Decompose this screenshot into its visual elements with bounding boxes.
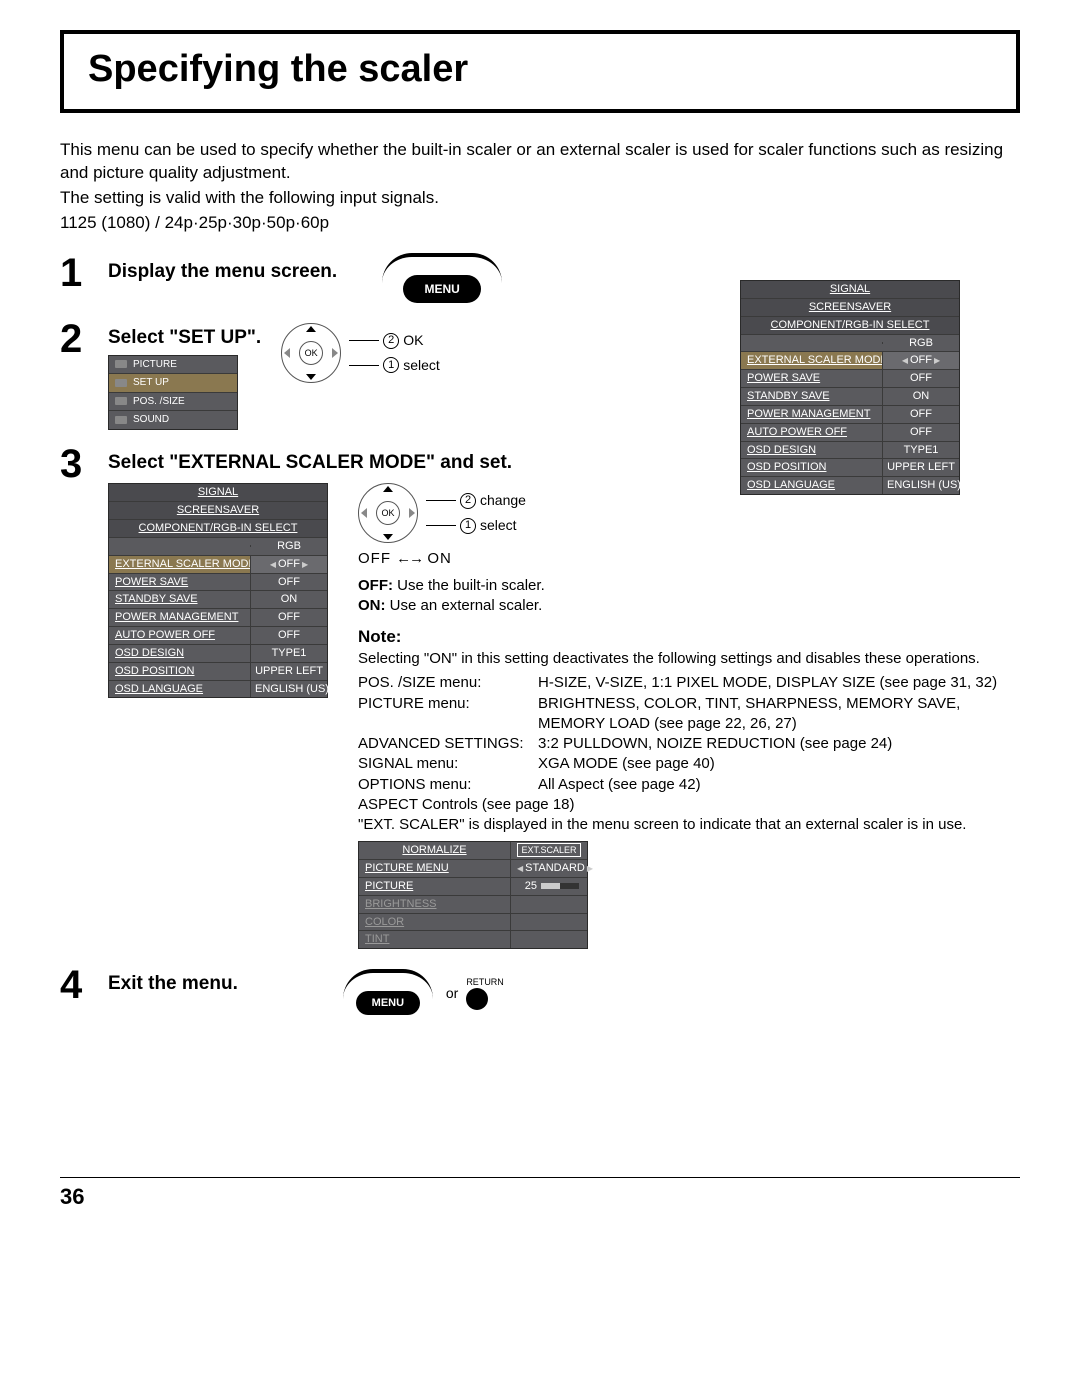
step-2-number: 2 bbox=[60, 319, 108, 359]
picture-osd: NORMALIZEEXT.SCALERPICTURE MENU◀STANDARD… bbox=[358, 841, 588, 949]
aspect-line: ASPECT Controls (see page 18) bbox=[358, 795, 1020, 815]
change-label: change bbox=[480, 491, 526, 510]
ext-note: "EXT. SCALER" is displayed in the menu s… bbox=[358, 815, 1020, 835]
menu-pill-exit: MENU bbox=[356, 991, 420, 1015]
intro-p1: This menu can be used to specify whether… bbox=[60, 139, 1020, 185]
or-label: or bbox=[446, 984, 458, 1003]
intro-p3: 1125 (1080) / 24p·25p·30p·50p·60p bbox=[60, 212, 1020, 235]
footer: 36 bbox=[60, 1177, 1020, 1212]
note-heading: Note: bbox=[358, 626, 1020, 649]
step-1-number: 1 bbox=[60, 253, 108, 293]
intro-block: This menu can be used to specify whether… bbox=[60, 139, 1020, 235]
setup-osd: SIGNALSCREENSAVERCOMPONENT/RGB-IN SELECT… bbox=[108, 483, 328, 698]
step-3-number: 3 bbox=[60, 444, 108, 484]
select-label-2: select bbox=[480, 516, 517, 535]
page-title-frame: Specifying the scaler bbox=[60, 30, 1020, 113]
return-label: RETURN bbox=[466, 976, 504, 988]
menu-list: PICTURE SET UP POS. /SIZE SOUND bbox=[108, 355, 238, 430]
return-button-icon bbox=[466, 988, 488, 1010]
menu-item-possize: POS. /SIZE bbox=[109, 393, 237, 412]
dpad-icon: OK bbox=[281, 323, 341, 383]
menu-item-setup: SET UP bbox=[109, 374, 237, 393]
step-2-heading: Select "SET UP". bbox=[108, 325, 261, 351]
note-intro: Selecting "ON" in this setting deactivat… bbox=[358, 649, 1020, 669]
menu-button-graphic: MENU bbox=[377, 253, 507, 305]
step-4-number: 4 bbox=[60, 965, 108, 1005]
page-number: 36 bbox=[60, 1182, 1020, 1212]
note-grid: POS. /SIZE menu:H-SIZE, V-SIZE, 1:1 PIXE… bbox=[358, 673, 1020, 795]
menu-item-sound: SOUND bbox=[109, 411, 237, 429]
setup-osd-side: SIGNALSCREENSAVERCOMPONENT/RGB-IN SELECT… bbox=[740, 280, 960, 495]
ok-button-icon: OK bbox=[299, 341, 323, 365]
step-4-heading: Exit the menu. bbox=[108, 971, 238, 997]
intro-p2: The setting is valid with the following … bbox=[60, 187, 1020, 210]
page-title: Specifying the scaler bbox=[88, 44, 992, 95]
step-1-heading: Display the menu screen. bbox=[108, 259, 337, 285]
menu-item-picture: PICTURE bbox=[109, 356, 237, 375]
menu-pill: MENU bbox=[403, 275, 481, 303]
select-label: select bbox=[403, 356, 440, 375]
ok-label: OK bbox=[403, 331, 423, 350]
dpad-icon-2: OK bbox=[358, 483, 418, 543]
toggle-line: OFF ON bbox=[358, 549, 1020, 569]
